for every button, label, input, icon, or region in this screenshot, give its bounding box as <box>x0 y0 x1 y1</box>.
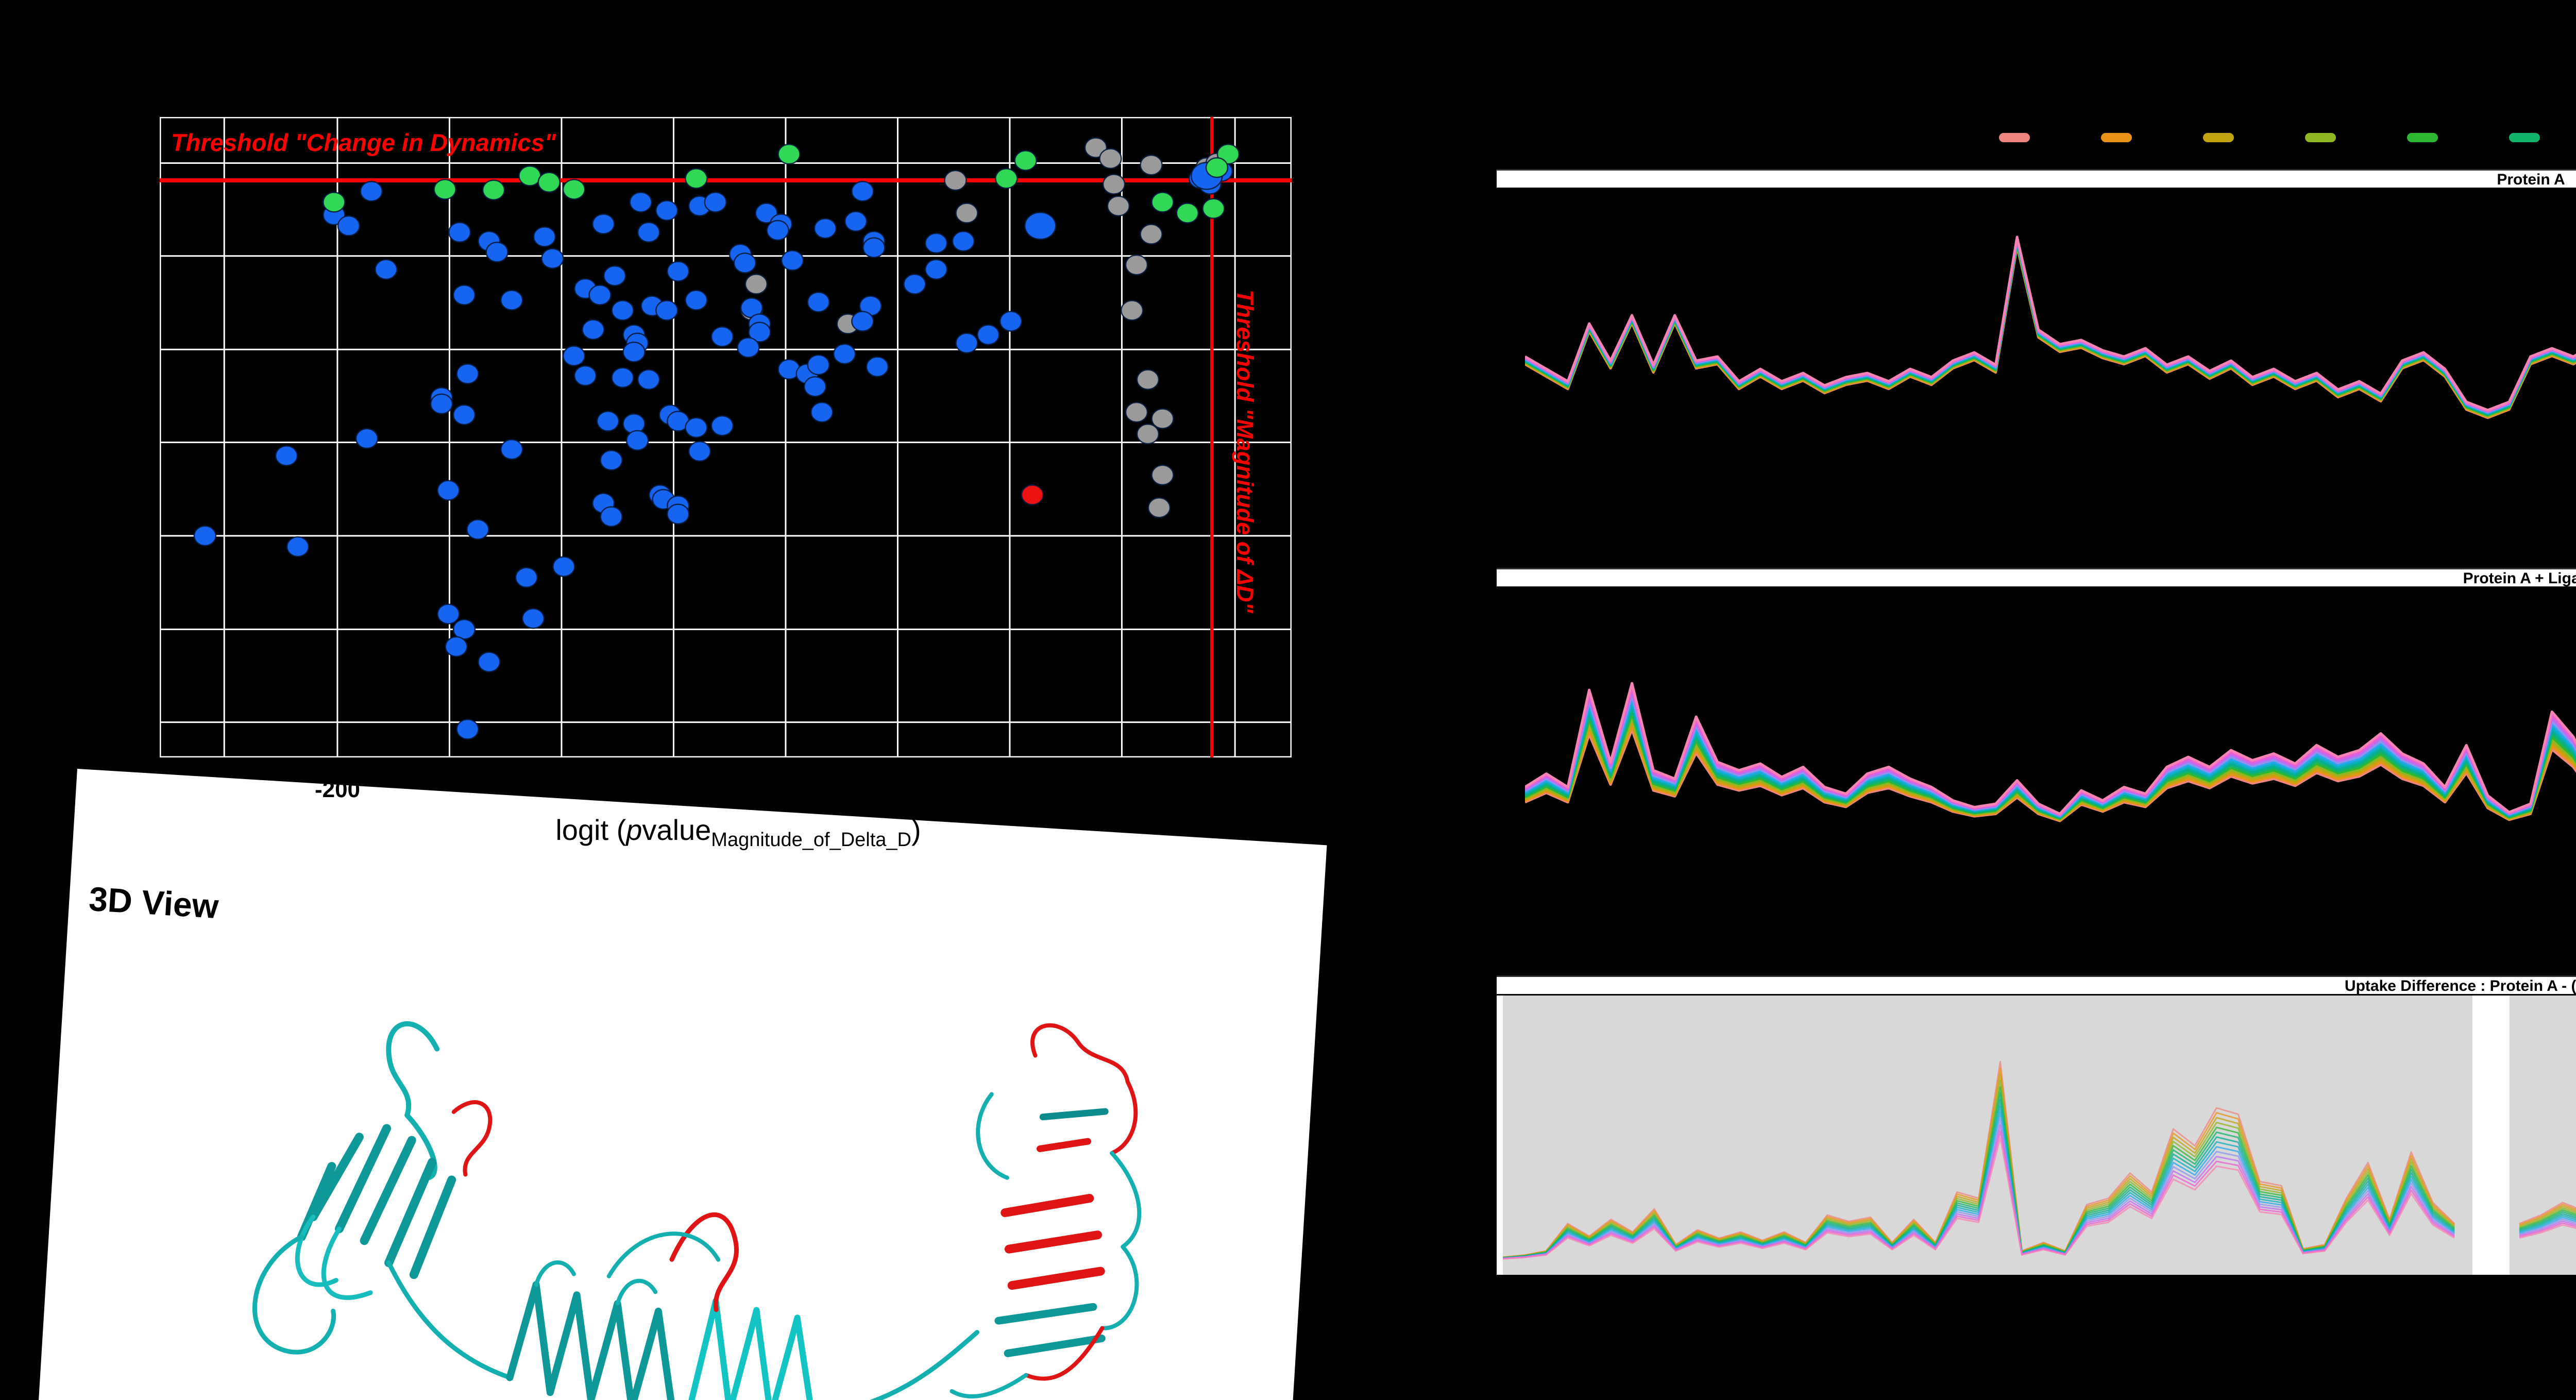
legend-swatch <box>2203 133 2234 142</box>
scatter-canvas[interactable] <box>160 117 1292 757</box>
legend-swatch <box>2305 133 2336 142</box>
xlabel-pre: logit ( <box>555 814 626 846</box>
volcano-plot: Threshold "Change in Dynamics" Threshold… <box>160 117 1292 757</box>
threshold-dynamics-label: Threshold "Change in Dynamics" <box>171 129 556 156</box>
chart1-title-bar: Protein A <box>1497 169 2576 189</box>
xlabel-sub: Magnitude_of_Delta_D <box>711 829 911 851</box>
chart3-canvas[interactable] <box>1503 996 2576 1275</box>
chart2-title-bar: Protein A + Ligand <box>1497 568 2576 587</box>
legend-swatch <box>2509 133 2540 142</box>
threshold-magnitude-label: Threshold "Magnitude of ΔD" <box>1232 290 1258 613</box>
protein-structure <box>252 1021 1142 1400</box>
xlabel-main: value <box>642 814 711 846</box>
chart3-title-bar: Uptake Difference : Protein A - (Protein… <box>1497 975 2576 995</box>
x-tick-minus-100: -100 <box>539 777 586 802</box>
x-axis-label: logit (pvalueMagnitude_of_Delta_D) <box>468 813 1009 851</box>
legend-swatch <box>2407 133 2438 142</box>
chart1-title: Protein A <box>2497 171 2565 188</box>
xlabel-p: p <box>626 814 642 846</box>
panel-3d-view[interactable]: 3D View <box>32 769 1327 1400</box>
chart2-canvas[interactable] <box>1525 654 2576 866</box>
legend-swatch <box>1999 133 2030 142</box>
chart3-title: Uptake Difference : Protein A - (Protein… <box>2344 977 2576 994</box>
legend-swatch <box>2101 133 2132 142</box>
xlabel-post: ) <box>911 814 921 846</box>
panel-3d-title: 3D View <box>88 879 220 926</box>
series-legend <box>1999 133 2576 145</box>
chart1-canvas[interactable] <box>1525 222 2576 541</box>
x-tick-minus-200: -200 <box>314 777 361 802</box>
chart2-title: Protein A + Ligand <box>2463 570 2576 587</box>
